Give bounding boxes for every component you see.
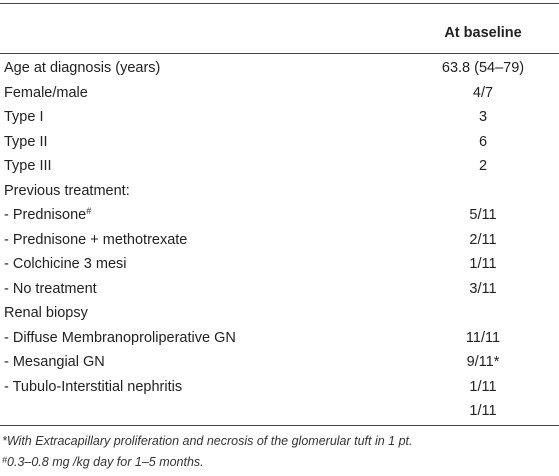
row-value: 1/11: [469, 403, 497, 419]
row-label-text: - Colchicine 3 mesi: [4, 256, 127, 272]
row-value: 1/11: [469, 378, 497, 395]
top-rule: [0, 3, 559, 4]
row-label-text: - Mesangial GN: [4, 354, 105, 370]
row-value: 6: [478, 133, 488, 150]
row-label: - Prednisone + methotrexate: [4, 231, 187, 249]
row-value: 3: [478, 109, 488, 125]
row-label: - Mesangial GN: [4, 353, 105, 371]
row-label: Type I: [4, 108, 44, 126]
row-label-text: Previous treatment:: [4, 182, 130, 199]
row-label: Type II: [4, 133, 48, 151]
footnote: #0.3–0.8 mg /kg day for 1–5 months.: [2, 455, 204, 469]
row-value: 4/7: [472, 84, 494, 101]
row-label-text: Type III: [4, 158, 52, 174]
row-label: - No treatment: [4, 280, 97, 298]
row-label: - Tubulo-Interstitial nephritis: [4, 378, 182, 396]
footnote-text: *With Extracapillary proliferation and n…: [2, 434, 413, 448]
column-header: At baseline: [444, 25, 522, 41]
footnote: *With Extracapillary proliferation and n…: [2, 434, 413, 448]
row-value: 5/11: [469, 207, 497, 223]
row-value: 2: [478, 158, 488, 174]
row-label: - Colchicine 3 mesi: [4, 255, 127, 273]
row-label-text: Female/male: [4, 84, 88, 101]
row-label-text: - Prednisone + methotrexate: [4, 231, 188, 248]
row-label-text: Type II: [4, 133, 48, 150]
header-rule: [0, 53, 559, 54]
row-label: - Diffuse Membranoproliperative GN: [4, 329, 236, 347]
row-label: Female/male: [4, 84, 88, 102]
row-label-text: - No treatment: [4, 280, 97, 297]
row-value: 11/11: [465, 329, 501, 346]
row-label-sup: #: [86, 206, 92, 216]
row-label-text: Renal biopsy: [4, 305, 88, 321]
row-value: 9/11*: [466, 354, 500, 370]
row-label: Previous treatment:: [4, 182, 130, 200]
row-value: 63.8 (54–79): [441, 60, 525, 76]
row-label: Age at diagnosis (years): [4, 59, 160, 77]
footnote-sup: #: [2, 455, 8, 465]
row-label: Renal biopsy: [4, 304, 88, 322]
row-label-text: Type I: [4, 109, 44, 125]
footnote-text: 0.3–0.8 mg /kg day for 1–5 months.: [7, 455, 204, 469]
bottom-rule: [0, 425, 559, 426]
row-label: - Prednisone#: [4, 206, 91, 224]
row-label-text: - Diffuse Membranoproliperative GN: [4, 329, 236, 346]
row-value: 3/11: [469, 280, 497, 297]
row-label-text: Age at diagnosis (years): [4, 60, 161, 76]
row-value: 2/11: [469, 231, 497, 248]
row-label-text: - Tubulo-Interstitial nephritis: [4, 378, 183, 395]
row-label-text: - Prednisone: [4, 207, 87, 223]
row-label: Type III: [4, 157, 52, 175]
row-value: 1/11: [469, 256, 497, 272]
